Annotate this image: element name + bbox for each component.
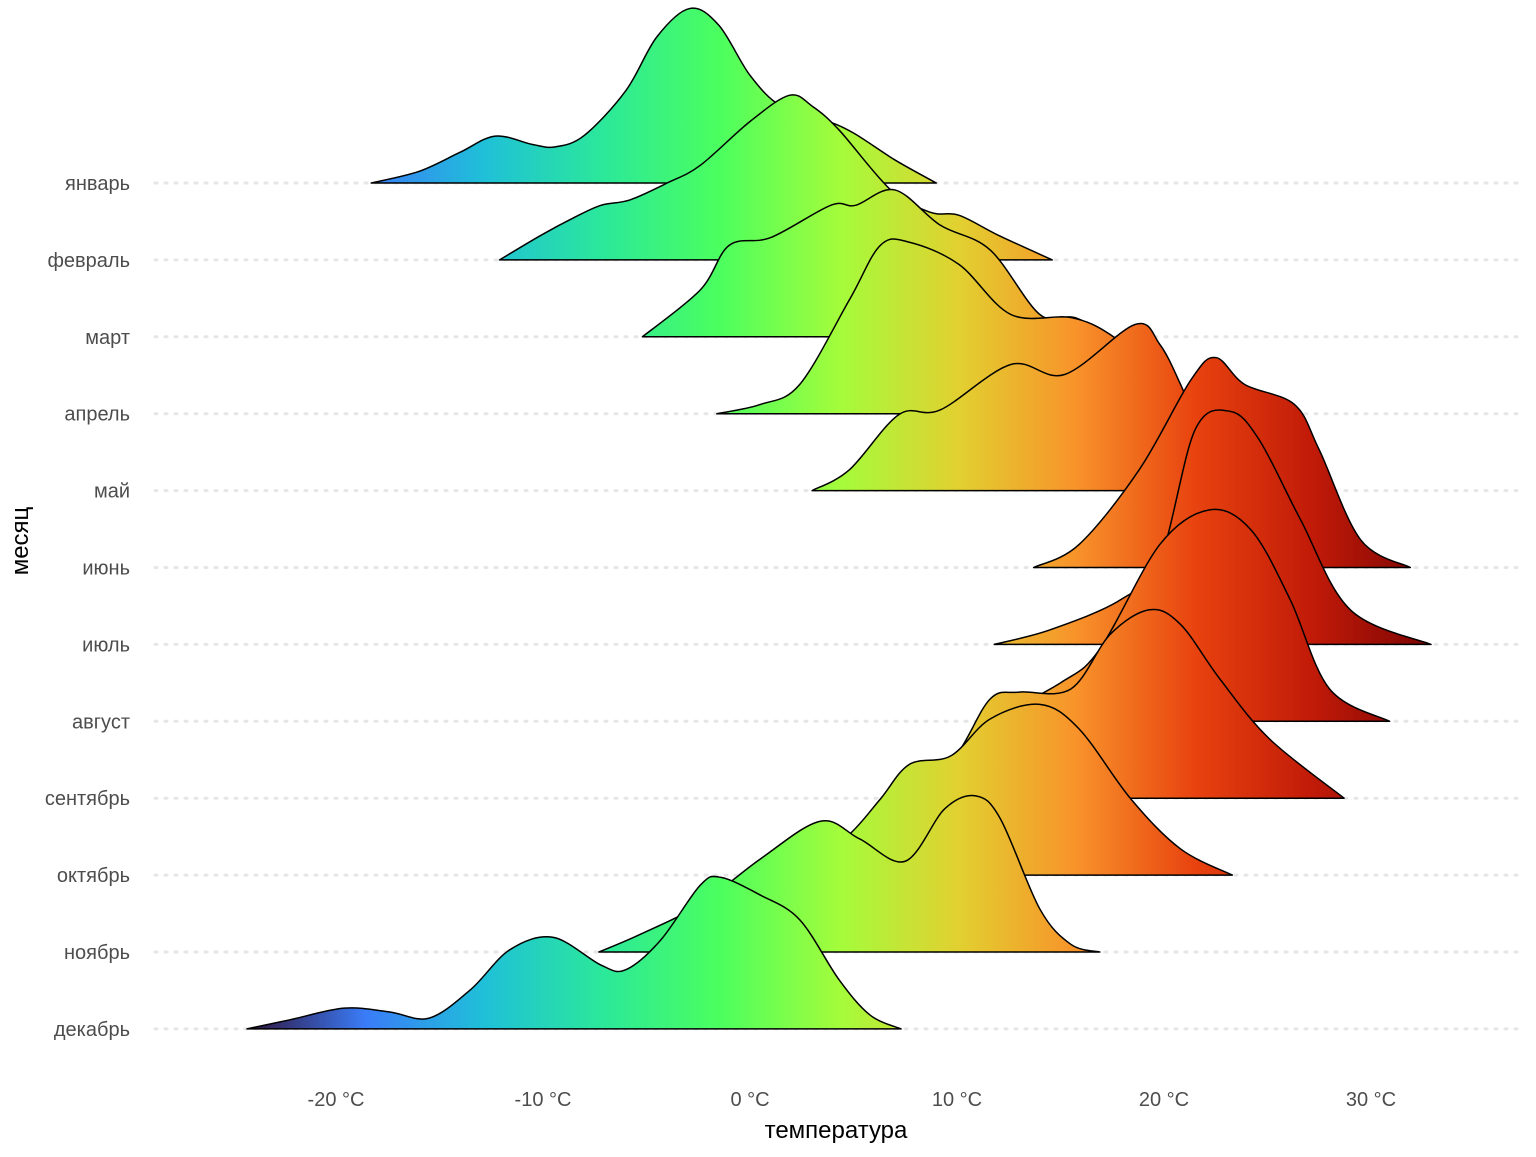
y-tick-label: январь [65, 173, 130, 195]
y-tick-label: май [94, 481, 130, 503]
x-tick-label: -10 °C [515, 1089, 572, 1111]
y-tick-label: ноябрь [64, 942, 130, 964]
y-tick-label: август [72, 711, 130, 733]
y-tick-label: апрель [64, 404, 130, 426]
y-tick-label: февраль [47, 250, 130, 272]
y-axis-labels: январь февраль март апрель май июнь июль август… [45, 173, 130, 1041]
x-axis-labels: -20 °C -10 °C 0 °C 10 °C 20 °C 30 °C [308, 1089, 1397, 1111]
y-tick-label: декабрь [54, 1019, 130, 1041]
y-tick-label: октябрь [57, 865, 130, 887]
y-tick-label: июнь [82, 558, 130, 580]
ridge-11 [246, 875, 902, 1030]
y-tick-label: июль [82, 634, 130, 656]
x-tick-label: 20 °C [1139, 1089, 1189, 1111]
x-tick-label: -20 °C [308, 1089, 365, 1111]
y-tick-label: март [85, 327, 130, 349]
y-tick-label: сентябрь [45, 788, 130, 810]
x-axis-title: температура [765, 1117, 908, 1144]
y-axis-title: месяц [7, 506, 34, 575]
x-tick-label: 0 °C [730, 1089, 769, 1111]
ridges [246, 7, 1432, 1030]
x-tick-label: 10 °C [932, 1089, 982, 1111]
x-tick-label: 30 °C [1346, 1089, 1396, 1111]
